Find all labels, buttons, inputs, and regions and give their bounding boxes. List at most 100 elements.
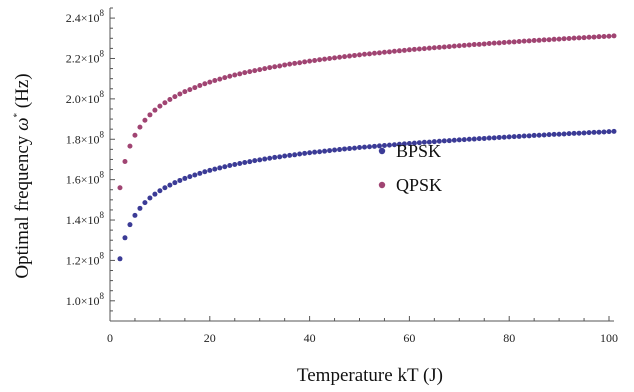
data-point — [232, 162, 238, 167]
data-point — [366, 51, 372, 57]
data-point — [307, 58, 313, 64]
data-point — [601, 33, 607, 39]
data-point — [426, 45, 432, 51]
data-point — [237, 71, 243, 77]
legend-label-qpsk: QPSK — [396, 175, 442, 195]
data-series — [117, 33, 617, 262]
data-point — [486, 41, 492, 47]
data-point — [192, 85, 198, 91]
x-tick-label: 20 — [204, 331, 216, 345]
data-point — [571, 130, 577, 136]
data-point — [411, 140, 417, 146]
data-point — [491, 135, 497, 141]
x-axis-title: Temperature kT (J) — [297, 365, 443, 386]
data-point — [272, 64, 278, 70]
data-point — [187, 87, 193, 93]
data-point — [431, 45, 437, 51]
data-point — [357, 52, 363, 58]
data-point — [526, 133, 532, 139]
data-point — [401, 47, 407, 53]
data-point — [237, 160, 243, 166]
data-point — [416, 46, 422, 52]
data-point — [147, 112, 153, 118]
data-point — [277, 154, 283, 160]
data-point — [347, 146, 353, 152]
legend: BPSK QPSK — [378, 141, 442, 195]
data-point — [476, 41, 482, 47]
data-point — [122, 158, 128, 164]
data-point — [207, 79, 213, 85]
data-point — [531, 132, 537, 138]
data-point — [352, 145, 358, 151]
data-point — [127, 143, 133, 149]
legend-marker-bpsk — [378, 147, 386, 155]
data-point — [451, 43, 457, 49]
data-point — [177, 91, 183, 97]
data-point — [391, 48, 397, 54]
y-tick-label: 1.0×108 — [66, 291, 105, 308]
data-point — [117, 256, 123, 262]
data-point — [312, 149, 318, 155]
data-point — [566, 35, 572, 41]
data-point — [501, 134, 507, 140]
y-tick-label: 1.2×108 — [66, 250, 105, 267]
data-point — [561, 131, 567, 137]
data-point — [566, 131, 572, 137]
data-point — [167, 182, 173, 188]
data-point — [516, 133, 522, 139]
data-point — [381, 49, 387, 55]
data-point — [187, 174, 193, 180]
data-point — [122, 235, 128, 241]
data-point — [182, 175, 188, 181]
data-point — [197, 170, 203, 176]
data-point — [287, 61, 293, 67]
data-point — [576, 130, 582, 136]
y-tick-label: 1.8×108 — [66, 129, 105, 146]
data-point — [396, 48, 402, 54]
data-point — [486, 135, 492, 141]
data-point — [157, 188, 163, 194]
data-point — [511, 39, 517, 45]
data-point — [137, 205, 143, 211]
data-point — [202, 169, 208, 175]
data-point — [167, 96, 173, 102]
data-point — [451, 137, 457, 143]
data-point — [142, 200, 148, 206]
data-point — [137, 124, 143, 130]
data-point — [357, 145, 363, 151]
y-tick-label: 1.4×108 — [66, 210, 105, 227]
x-tick-label: 100 — [600, 331, 618, 345]
data-point — [297, 151, 303, 157]
data-point — [192, 172, 198, 178]
data-point — [526, 38, 532, 44]
data-point — [606, 129, 612, 135]
y-tick-label: 2.4×108 — [66, 8, 105, 25]
legend-marker-qpsk — [378, 181, 386, 189]
data-point — [446, 44, 452, 50]
data-point — [396, 141, 402, 147]
data-point — [302, 59, 308, 65]
data-point — [262, 66, 268, 72]
data-point — [337, 54, 343, 60]
data-point — [546, 37, 552, 43]
data-point — [267, 65, 273, 71]
data-point — [227, 163, 233, 169]
data-point — [591, 34, 597, 40]
data-point — [297, 60, 303, 66]
data-point — [327, 148, 333, 154]
data-point — [596, 129, 602, 135]
data-point — [401, 141, 407, 147]
data-point — [586, 130, 592, 136]
data-point — [177, 177, 183, 183]
data-point — [342, 54, 348, 60]
data-point — [461, 42, 467, 48]
data-point — [162, 100, 168, 106]
data-point — [561, 36, 567, 42]
data-point — [342, 146, 348, 152]
data-point — [456, 137, 462, 143]
data-point — [376, 143, 382, 149]
data-point — [287, 152, 293, 158]
data-point — [496, 40, 502, 46]
data-point — [327, 55, 333, 61]
